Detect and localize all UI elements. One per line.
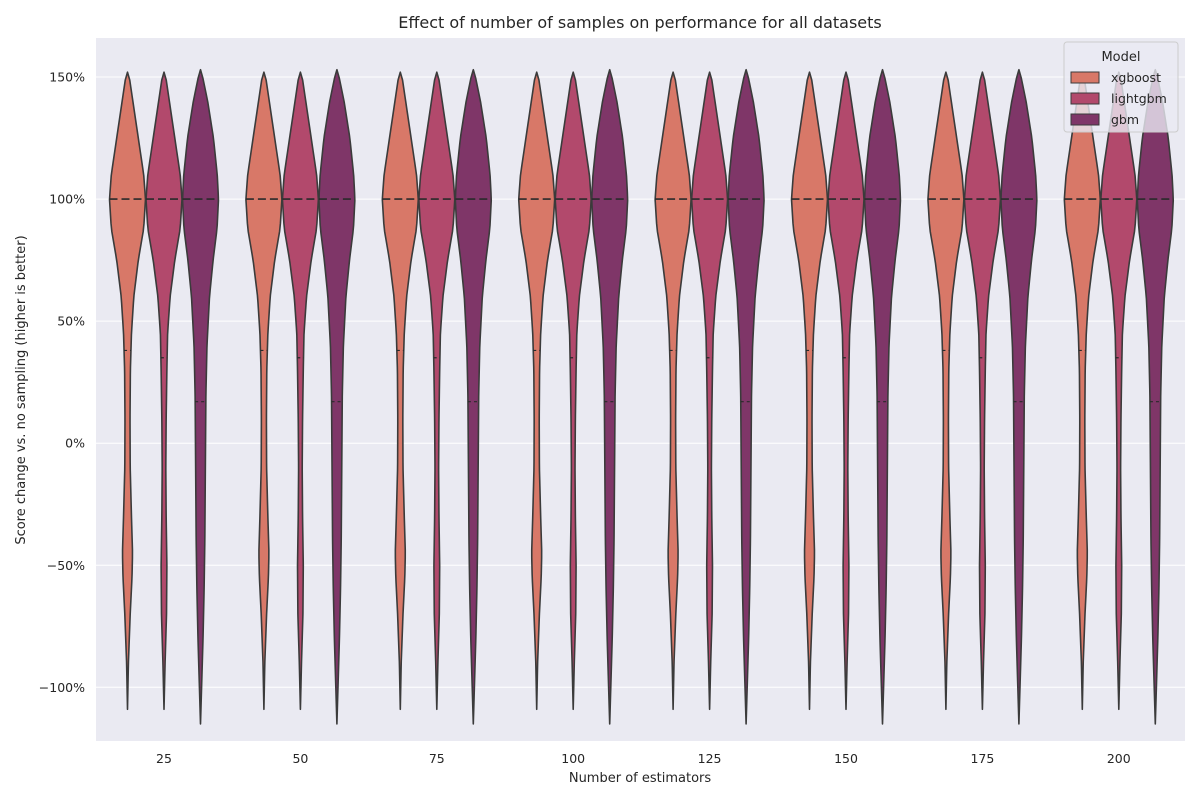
violin-body [790, 71, 829, 711]
violin-lightgbm-175 [963, 71, 1002, 711]
violin-body [281, 71, 320, 711]
x-tick-label: 50 [292, 751, 308, 766]
legend-label-gbm: gbm [1111, 112, 1139, 127]
violin-gbm-75 [454, 68, 493, 725]
violin-body [318, 68, 356, 725]
legend-items: xgboost lightgbm gbm [1070, 70, 1167, 127]
legend-swatch-gbm [1070, 113, 1100, 126]
x-tick-label: 75 [429, 751, 445, 766]
violin-body [454, 68, 493, 725]
x-tick-label: 200 [1107, 751, 1131, 766]
violin-body [108, 71, 147, 711]
legend-frame [1063, 41, 1179, 133]
violin-xgboost-50 [245, 71, 283, 711]
legend-label-xgboost: xgboost [1111, 70, 1161, 85]
legend-swatch-lightgbm [1070, 92, 1100, 105]
violin-lightgbm-125 [690, 71, 729, 711]
violin-body [1000, 68, 1038, 725]
violin-gbm-100 [590, 68, 629, 725]
grid [96, 76, 1185, 688]
violin-xgboost-125 [654, 71, 692, 711]
y-tick-label: 100% [49, 192, 85, 207]
legend-label-lightgbm: lightgbm [1111, 91, 1167, 106]
violin-lightgbm-25 [145, 71, 183, 711]
violin-xgboost-150 [790, 71, 829, 711]
violin-body [418, 71, 456, 711]
y-ticks: −100% −50% 0% 50% 100% 150% [39, 70, 85, 695]
violin-gbm-50 [318, 68, 356, 725]
violin-body [690, 71, 729, 711]
violin-body [590, 68, 629, 725]
violin-gbm-150 [863, 68, 902, 725]
violin-gbm-125 [727, 68, 765, 725]
legend: Model xgboost lightgbm gbm [1063, 41, 1179, 133]
y-tick-label: 150% [49, 70, 85, 85]
violins [108, 68, 1175, 725]
violin-lightgbm-150 [827, 71, 865, 711]
y-tick-label: 50% [57, 314, 85, 329]
x-tick-label: 150 [834, 751, 858, 766]
violin-body [554, 71, 592, 711]
violin-body [145, 71, 183, 711]
violin-body [727, 68, 765, 725]
x-tick-label: 175 [970, 751, 994, 766]
violin-lightgbm-75 [418, 71, 456, 711]
x-axis-label: Number of estimators [569, 771, 712, 786]
violin-body [381, 71, 420, 711]
violin-xgboost-175 [927, 71, 965, 711]
x-tick-label: 125 [698, 751, 722, 766]
violin-body [181, 68, 220, 725]
y-tick-label: 0% [65, 436, 85, 451]
y-axis-label: Score change vs. no sampling (higher is … [14, 235, 29, 544]
violin-body [927, 71, 965, 711]
y-tick-label: −100% [39, 680, 85, 695]
chart-title: Effect of number of samples on performan… [398, 13, 882, 32]
x-tick-label: 25 [156, 751, 172, 766]
violin-body [517, 71, 556, 711]
violin-lightgbm-50 [281, 71, 320, 711]
x-ticks: 25 50 75 100 125 150 175 200 [156, 751, 1131, 766]
violin-body [245, 71, 283, 711]
violin-lightgbm-100 [554, 71, 592, 711]
violin-gbm-175 [1000, 68, 1038, 725]
violin-body [863, 68, 902, 725]
violin-xgboost-100 [517, 71, 556, 711]
legend-title: Model [1101, 50, 1140, 65]
violin-body [827, 71, 865, 711]
violin-gbm-25 [181, 68, 220, 725]
y-tick-label: −50% [47, 558, 85, 573]
legend-swatch-xgboost [1070, 71, 1100, 84]
x-tick-label: 100 [561, 751, 585, 766]
violin-xgboost-75 [381, 71, 420, 711]
violin-xgboost-25 [108, 71, 147, 711]
violin-body [963, 71, 1002, 711]
violin-body [654, 71, 692, 711]
